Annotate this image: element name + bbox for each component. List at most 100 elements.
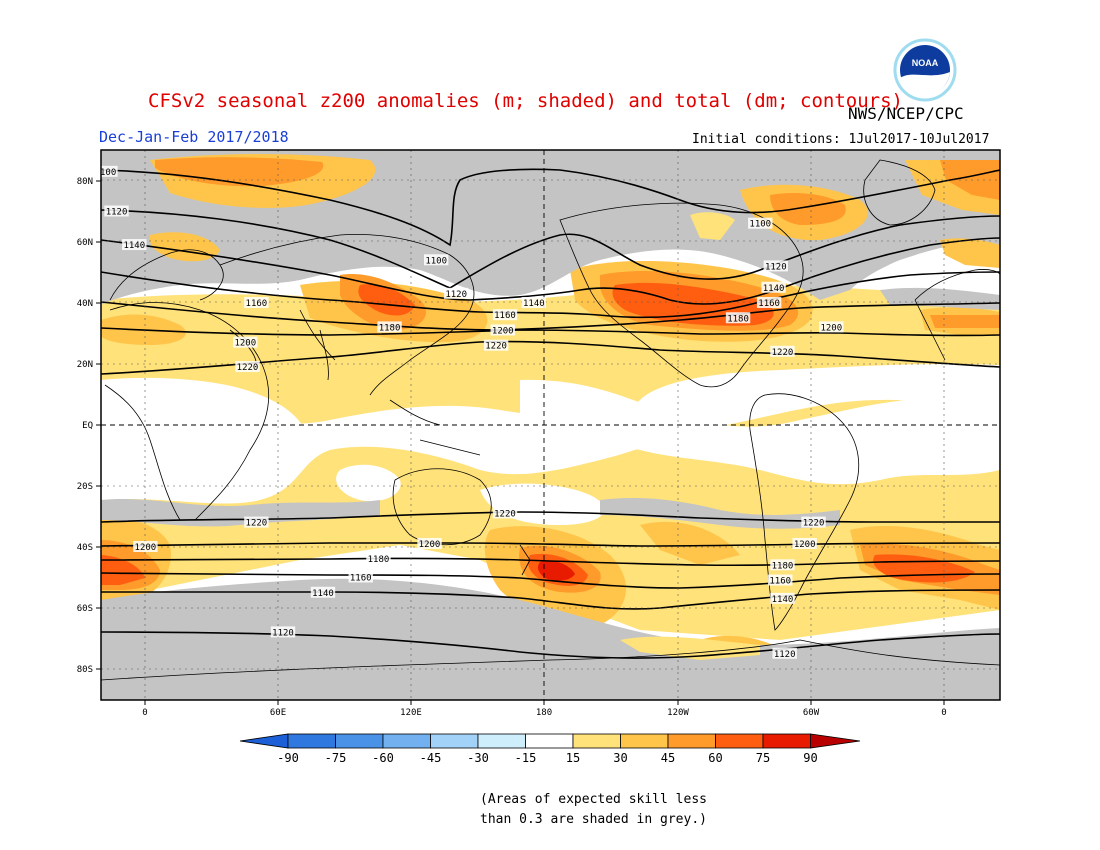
contour-label: 1100 — [748, 217, 773, 230]
contour-label: 1120 — [270, 626, 296, 638]
lon-tick-label: 120E — [400, 708, 422, 718]
contour-label: 1160 — [492, 309, 518, 321]
contour-label: 1220 — [770, 345, 795, 358]
lat-tick-label: 60N — [77, 238, 93, 248]
contour-label: 1200 — [490, 324, 515, 336]
map-panel: 1100 1120 1140 1160 1180 1200 1220 1100 1120 1140… — [95, 150, 1000, 700]
colorbar-segment — [382, 733, 431, 749]
contour-label-bg — [761, 281, 786, 293]
lon-tick-label: 60E — [270, 708, 286, 718]
contour-label: 1160 — [244, 297, 269, 309]
contour-label-text: 1200 — [234, 339, 256, 349]
contour-1120-nh — [101, 209, 1000, 289]
colorbar-label: -15 — [515, 751, 537, 765]
contour-label-text: 1140 — [312, 589, 334, 599]
contour-label-text: 1160 — [494, 311, 516, 321]
contour-label-text: 1220 — [246, 519, 268, 529]
skill-note-line-1: (Areas of expected skill less — [480, 792, 707, 807]
contour-label: 1120 — [772, 647, 797, 660]
contour-label-text: 1200 — [794, 540, 816, 550]
contour-label-text: 1140 — [523, 299, 545, 309]
coastlines — [101, 159, 1000, 681]
contour-label-bg — [101, 165, 118, 177]
lon-tick-label: 0 — [142, 708, 147, 718]
contour-label-bg — [244, 297, 269, 308]
contour-label: 1140 — [770, 592, 795, 605]
contour-label: 1120 — [104, 205, 129, 218]
colorbar-segment — [477, 733, 526, 749]
contour-label-text: 1220 — [237, 363, 259, 373]
contour-label: 1100 — [95, 165, 118, 178]
colorbar-label: -30 — [467, 751, 489, 765]
contour-label-bg — [792, 537, 817, 549]
contour-label-text: 1120 — [445, 290, 467, 300]
contour-1160-sh — [101, 572, 1000, 589]
contour-label-bg — [423, 254, 449, 266]
contour-label-bg — [244, 516, 269, 528]
contour-label-bg — [725, 312, 751, 324]
lon-tick-label: 60W — [803, 708, 820, 718]
contour-label-bg — [770, 559, 795, 571]
contour-label-bg — [443, 287, 469, 299]
initial-conditions-label: Initial conditions: 1Jul2017-10Jul2017 — [692, 132, 990, 147]
skill-note-line-2: than 0.3 are shaded in grey.) — [480, 812, 707, 827]
contour-1220-sh — [101, 511, 1000, 523]
contour-label-text: 1200 — [135, 543, 157, 553]
contour-1140-nh — [101, 237, 1000, 305]
latitude-axis: 80N 60N 40N 20N EQ 20S 40S 60S 80S — [77, 177, 101, 675]
colorbar-label: 90 — [803, 751, 817, 765]
contour-label-text: 1160 — [246, 299, 268, 309]
contour-1200-nh — [101, 327, 1000, 337]
contour-label-bg — [756, 297, 782, 308]
colorbar-label: 45 — [661, 751, 675, 765]
contour-label: 1220 — [235, 361, 260, 373]
contour-label: 1180 — [366, 553, 391, 565]
lon-tick-label: 0 — [941, 708, 946, 718]
contour-label-bg — [768, 574, 793, 586]
contour-label-bg — [377, 321, 402, 333]
lat-tick-label: EQ — [82, 421, 93, 431]
contour-label-bg — [133, 541, 158, 552]
contour-label-text: 1220 — [485, 342, 507, 352]
colorbar-arrow-low — [239, 733, 289, 749]
contour-1200-sh — [101, 542, 1000, 547]
contour-label-text: 1200 — [419, 540, 441, 550]
contour-1160-nh — [101, 271, 1000, 319]
lon-tick-label: 120W — [667, 708, 689, 718]
contour-label-bg — [763, 260, 789, 272]
contour-label-text: 1200 — [492, 326, 514, 336]
colorbar-segment — [335, 733, 384, 749]
contour-label: 1220 — [801, 516, 826, 529]
noaa-logo-text: NOAA — [912, 58, 939, 68]
height-contours — [101, 168, 1000, 659]
colorbar-label: 75 — [756, 751, 770, 765]
contour-label-text: 1120 — [272, 628, 294, 638]
longitude-axis: 0 60E 120E 180 120W 60W 0 — [142, 700, 947, 718]
contour-label-text: 1100 — [95, 168, 117, 178]
colorbar-label: -75 — [325, 751, 347, 765]
contour-label-text: 1160 — [350, 574, 372, 584]
contour-label-text: 1200 — [820, 323, 842, 333]
contour-labels: 1100 1120 1140 1160 1180 1200 1220 1100 1120 1140… — [95, 165, 844, 660]
contour-label-bg — [122, 239, 147, 251]
contour-label-text: 1160 — [758, 299, 780, 309]
contour-label-text: 1120 — [106, 208, 128, 218]
colorbar-label: -60 — [372, 751, 394, 765]
contour-label-bg — [492, 309, 518, 321]
contour-label-bg — [270, 626, 296, 638]
colorbar: -90 -75 -60 -45 -30 -15 15 30 45 60 75 90 — [239, 733, 861, 765]
colorbar-segment — [430, 733, 479, 749]
lat-tick-label: 20N — [77, 360, 93, 370]
contour-label-bg — [819, 321, 844, 333]
contour-label-bg — [233, 336, 258, 348]
lat-tick-label: 80N — [77, 177, 93, 187]
contour-label-bg — [104, 205, 129, 217]
contour-label-bg — [483, 339, 509, 351]
contour-label-bg — [366, 553, 391, 565]
contour-label-text: 1160 — [769, 577, 791, 587]
contour-label-bg — [492, 507, 518, 519]
contour-label: 1200 — [417, 537, 442, 550]
contour-label-bg — [417, 537, 442, 549]
contour-label: 1200 — [792, 537, 817, 550]
lon-tick-label: 180 — [536, 708, 552, 718]
